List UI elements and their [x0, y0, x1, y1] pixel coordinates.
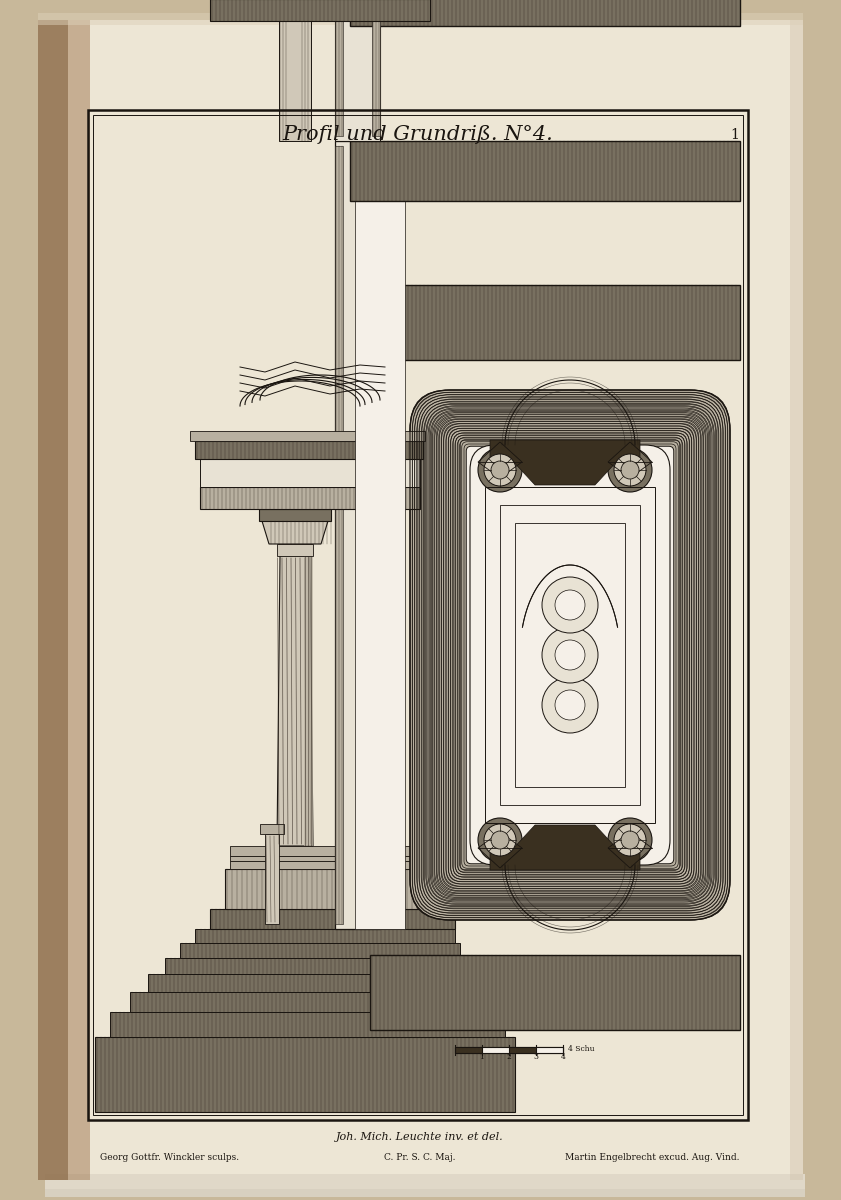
- Bar: [372, 0, 380, 136]
- FancyBboxPatch shape: [470, 445, 670, 865]
- Bar: [350, 0, 740, 26]
- Circle shape: [608, 818, 652, 862]
- Circle shape: [542, 577, 598, 634]
- Text: Georg Gottfr. Winckler sculps.: Georg Gottfr. Winckler sculps.: [100, 1153, 239, 1163]
- Circle shape: [555, 640, 585, 670]
- Circle shape: [484, 454, 516, 486]
- Bar: [45, 1174, 805, 1192]
- Bar: [45, 1189, 805, 1198]
- Bar: [110, 1012, 505, 1037]
- Bar: [190, 431, 425, 440]
- Bar: [355, 151, 405, 929]
- Bar: [130, 992, 490, 1012]
- Bar: [148, 974, 478, 992]
- Text: 1: 1: [479, 1054, 484, 1061]
- Bar: [370, 955, 740, 1030]
- Bar: [277, 544, 313, 556]
- Bar: [95, 1037, 515, 1112]
- Bar: [210, 910, 455, 929]
- Text: Joh. Mich. Leuchte inv. et del.: Joh. Mich. Leuchte inv. et del.: [336, 1132, 504, 1142]
- FancyBboxPatch shape: [466, 446, 674, 864]
- Bar: [350, 140, 740, 200]
- Bar: [500, 505, 640, 805]
- Polygon shape: [277, 556, 313, 846]
- Circle shape: [621, 830, 639, 850]
- Circle shape: [478, 448, 522, 492]
- Bar: [88, 110, 748, 1120]
- Bar: [509, 1046, 536, 1054]
- Bar: [279, 20, 311, 140]
- Bar: [265, 834, 279, 924]
- Polygon shape: [262, 521, 328, 544]
- Circle shape: [621, 461, 639, 479]
- Text: 4: 4: [561, 1054, 565, 1061]
- Bar: [335, 146, 343, 924]
- Polygon shape: [38, 20, 90, 1180]
- Bar: [455, 1046, 563, 1054]
- Bar: [210, 0, 430, 20]
- Bar: [38, 20, 68, 1180]
- Bar: [455, 1046, 563, 1054]
- Bar: [482, 1046, 509, 1054]
- Bar: [259, 509, 331, 521]
- Text: 4 Schu: 4 Schu: [568, 1045, 595, 1054]
- Bar: [372, 146, 380, 924]
- Circle shape: [491, 461, 509, 479]
- Text: 2: 2: [506, 1054, 511, 1061]
- Bar: [165, 958, 470, 974]
- Circle shape: [614, 824, 646, 856]
- Circle shape: [478, 818, 522, 862]
- Circle shape: [614, 454, 646, 486]
- Circle shape: [555, 590, 585, 620]
- Bar: [260, 824, 284, 834]
- Bar: [230, 846, 430, 856]
- Circle shape: [555, 690, 585, 720]
- Circle shape: [542, 677, 598, 733]
- Bar: [200, 487, 420, 509]
- Bar: [38, 13, 803, 25]
- Bar: [195, 440, 423, 458]
- Text: 3: 3: [533, 1054, 538, 1061]
- Bar: [536, 1046, 563, 1054]
- Bar: [230, 862, 430, 869]
- Text: 1: 1: [731, 128, 739, 142]
- Bar: [195, 929, 455, 943]
- Bar: [200, 458, 420, 487]
- Bar: [515, 523, 625, 787]
- Bar: [370, 284, 740, 360]
- Circle shape: [484, 824, 516, 856]
- Polygon shape: [490, 440, 640, 485]
- Bar: [225, 869, 440, 910]
- Bar: [230, 856, 430, 862]
- Bar: [304, 556, 313, 846]
- Bar: [93, 115, 743, 1115]
- Bar: [335, 0, 343, 136]
- Text: C. Pr. S. C. Maj.: C. Pr. S. C. Maj.: [384, 1153, 456, 1163]
- Bar: [485, 487, 655, 823]
- Bar: [455, 1046, 482, 1054]
- Bar: [790, 20, 803, 1180]
- FancyBboxPatch shape: [410, 390, 730, 920]
- Circle shape: [608, 448, 652, 492]
- Text: Profil und Grundriß. N°4.: Profil und Grundriß. N°4.: [283, 126, 553, 144]
- Text: Martin Engelbrecht excud. Aug. Vind.: Martin Engelbrecht excud. Aug. Vind.: [565, 1153, 740, 1163]
- Bar: [180, 943, 460, 958]
- Bar: [335, 140, 380, 929]
- Bar: [335, 0, 380, 140]
- Polygon shape: [490, 826, 640, 870]
- Circle shape: [491, 830, 509, 850]
- Circle shape: [542, 626, 598, 683]
